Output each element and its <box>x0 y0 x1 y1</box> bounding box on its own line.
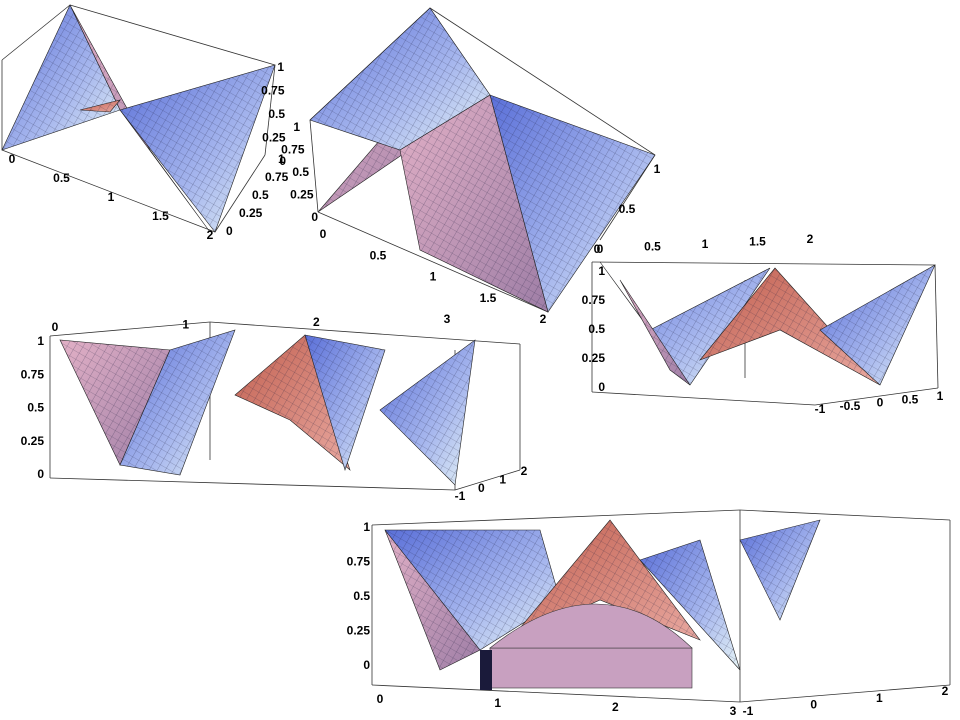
tick-label: 2 <box>942 684 949 698</box>
tick-label: 1 <box>430 270 437 284</box>
tick-label: 1 <box>37 334 44 348</box>
tick-label: 0.75 <box>21 367 45 381</box>
surface-mesh <box>490 95 655 312</box>
tick-label: 0.5 <box>619 202 636 216</box>
tick-label: 1.5 <box>749 235 766 249</box>
surface-mesh <box>385 530 480 670</box>
tick-label: 0 <box>52 320 59 334</box>
tiled-region <box>480 603 693 690</box>
tick-label: 0.5 <box>370 248 387 262</box>
tick-label: 0 <box>311 210 318 224</box>
surface-mesh <box>60 340 170 465</box>
tick-label: 1 <box>654 162 661 176</box>
tick-label: 0.25 <box>239 206 263 220</box>
tick-label: 1 <box>363 520 370 534</box>
tick-label: 1 <box>598 264 605 278</box>
surface-mesh <box>400 95 548 312</box>
surface-mesh <box>380 340 475 485</box>
tick-label: 0 <box>363 658 370 672</box>
tick-label: 1 <box>494 696 501 710</box>
tick-label: 0.5 <box>902 392 919 406</box>
tick-label: 0 <box>279 154 286 168</box>
tick-label: 0.25 <box>262 131 286 145</box>
tick-label: 3 <box>730 704 737 718</box>
tick-label: 1.5 <box>480 291 497 305</box>
tick-label: 0.5 <box>588 322 605 336</box>
tick-label: 1 <box>277 60 284 74</box>
tick-label: 0 <box>594 242 601 256</box>
tick-label: 0.5 <box>252 188 269 202</box>
surface-mesh <box>305 335 385 470</box>
tick-label: 0 <box>320 227 327 241</box>
surface-mesh <box>80 100 120 112</box>
tick-label: 1 <box>108 190 115 204</box>
tick-label: 0.5 <box>268 107 285 121</box>
tick-label: 0 <box>37 467 44 481</box>
tick-label: 2 <box>207 228 214 242</box>
tick-label: 2 <box>521 464 528 478</box>
tick-label: 0.5 <box>292 165 309 179</box>
surface-mesh <box>600 262 770 385</box>
tick-label: 0 <box>877 396 884 410</box>
tick-label: 1.5 <box>152 209 169 223</box>
surface-mesh <box>740 520 820 620</box>
tick-label: -1 <box>815 402 826 416</box>
tick-label: 0 <box>226 224 233 238</box>
surface-mesh <box>2 5 120 150</box>
tick-label: 0 <box>810 698 817 712</box>
tick-label: 0.75 <box>261 84 285 98</box>
surface-mesh <box>120 330 235 475</box>
tick-label: -0.5 <box>840 399 861 413</box>
tick-label: 0.5 <box>27 401 44 415</box>
tick-label: 0.75 <box>347 555 371 569</box>
surface-mesh <box>700 268 880 385</box>
tick-label: 0.75 <box>281 143 305 157</box>
tick-label: 0.25 <box>582 351 606 365</box>
tick-label: 0.75 <box>265 170 289 184</box>
tick-label: 1 <box>278 152 285 166</box>
surface-mesh <box>385 530 560 650</box>
tick-label: 3 <box>444 312 451 326</box>
surface-mesh <box>310 8 490 150</box>
tick-label: 2 <box>807 232 814 246</box>
tick-label: 0 <box>478 481 485 495</box>
tick-label: 1 <box>182 318 189 332</box>
tick-label: 1 <box>702 237 709 251</box>
tick-label: 2 <box>313 315 320 329</box>
surface-mesh <box>235 335 350 470</box>
tick-label: 0.75 <box>582 293 606 307</box>
tick-label: 0.5 <box>644 240 661 254</box>
tick-label: 2 <box>540 312 547 326</box>
surface-mesh <box>640 540 740 670</box>
tick-label: 1 <box>876 691 883 705</box>
tick-labels: 00.511.52 00.250.50.75100.250.50.75100.51… <box>9 60 949 718</box>
surface-mesh <box>120 65 275 232</box>
tick-label: 0.25 <box>21 434 45 448</box>
tick-label: 1 <box>937 389 944 403</box>
tick-label: 0 <box>377 692 384 706</box>
tick-label: 1 <box>499 473 506 487</box>
surface-mesh <box>620 280 690 385</box>
tick-label: 0.5 <box>353 589 370 603</box>
tick-label: 0 <box>598 380 605 394</box>
tick-label: 0.25 <box>290 188 314 202</box>
surface-mesh <box>820 265 935 385</box>
tick-label: -1 <box>743 704 754 718</box>
tick-label: 0.5 <box>53 171 70 185</box>
tick-label: 2 <box>612 700 619 714</box>
tick-label: 0 <box>9 152 16 166</box>
tick-label: 1 <box>293 120 300 134</box>
tick-label: 0.25 <box>347 624 371 638</box>
tick-label: 0 <box>597 242 604 256</box>
tick-label: -1 <box>455 489 466 503</box>
surfaces <box>1 4 936 671</box>
